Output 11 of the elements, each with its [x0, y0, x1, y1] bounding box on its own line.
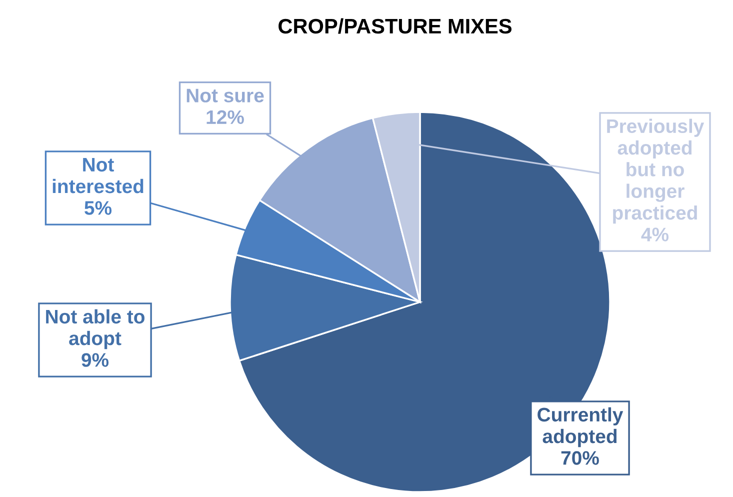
slice-label: Previously adopted but no longer practiced: [607, 118, 704, 224]
slice-label: Not interested: [52, 158, 144, 194]
slice-label: Not able to adopt: [46, 309, 144, 350]
data-label: 9%: [82, 353, 109, 367]
slice-label: Not sure: [186, 88, 264, 102]
data-label: 5%: [84, 201, 112, 215]
data-label: 4%: [641, 228, 669, 242]
slice-label: Currently adopted: [538, 407, 624, 448]
data-label: 70%: [561, 451, 599, 465]
data-label: 12%: [206, 110, 244, 124]
chart-title: CROP/PASTURE MIXES: [278, 18, 512, 34]
